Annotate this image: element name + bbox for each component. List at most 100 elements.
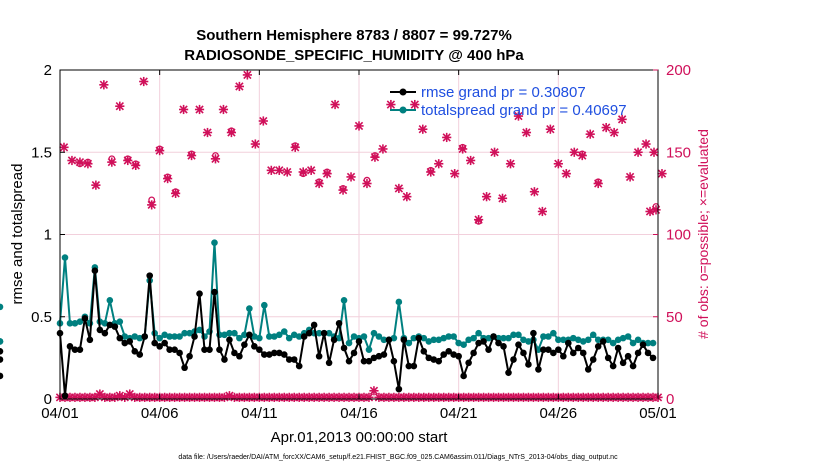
rmse-point: [649, 354, 657, 362]
rmse-point: [609, 362, 617, 370]
rmse-point: [510, 356, 517, 363]
rmse-point: [629, 362, 637, 370]
totalspread-point: [619, 334, 627, 342]
legend-rmse-label: rmse grand pr = 0.30807: [421, 84, 586, 101]
rmse-point: [340, 344, 348, 352]
totalspread-point: [266, 333, 273, 340]
totalspread-point: [649, 339, 657, 347]
obs-evaluated-marker: [545, 124, 555, 134]
rmse-point: [285, 356, 293, 363]
rmse-point: [66, 343, 74, 350]
rmse-point: [390, 357, 398, 365]
obs-evaluated-marker: [123, 155, 133, 166]
obs-evaluated-marker: [139, 76, 149, 87]
chart-title-line1: Southern Hemisphere 8783 / 8807 = 99.727…: [196, 27, 512, 44]
y-left-tick-label: 1: [44, 227, 52, 244]
rmse-point: [0, 372, 4, 380]
totalspread-point: [261, 301, 268, 309]
totalspread-point: [186, 329, 193, 337]
rmse-point: [266, 351, 273, 358]
rmse-point: [256, 346, 263, 353]
totalspread-point: [634, 336, 642, 344]
obs-evaluated-marker: [210, 154, 221, 164]
rmse-point: [500, 343, 507, 350]
totalspread-point: [470, 334, 477, 342]
totalspread-point: [181, 329, 188, 337]
totalspread-point: [221, 331, 228, 339]
rmse-point: [515, 341, 522, 349]
rmse-point: [151, 339, 158, 347]
rmse-point: [0, 356, 4, 363]
rmse-point: [320, 329, 328, 337]
rmse-point: [355, 338, 363, 345]
rmse-point: [440, 351, 448, 358]
obs-evaluated-marker: [298, 167, 308, 177]
obs-evaluated-marker: [426, 167, 436, 177]
totalspread-point: [211, 239, 218, 247]
rmse-point: [246, 331, 253, 339]
rmse-point: [550, 349, 557, 357]
totalspread-point: [161, 331, 168, 339]
totalspread-point: [380, 336, 388, 344]
totalspread-point: [350, 333, 358, 340]
legend-spread-marker: [399, 106, 407, 114]
rmse-point: [535, 366, 542, 373]
x-tick-label: 04/21: [440, 405, 478, 422]
totalspread-point: [246, 305, 253, 312]
obs-low-marker: [369, 386, 379, 396]
totalspread-point: [410, 334, 418, 342]
rmse-point: [156, 343, 163, 350]
rmse-point: [275, 349, 283, 357]
obs-low-marker: [90, 392, 100, 402]
y-axis-right-label: # of obs: o=possible; ×=evaluated: [695, 129, 711, 339]
obs-evaluated-marker: [641, 139, 651, 149]
totalspread-point: [325, 329, 333, 337]
y-right-tick-label: 200: [666, 62, 691, 79]
totalspread-point: [545, 333, 552, 340]
rmse-point: [639, 341, 647, 349]
rmse-point: [206, 346, 213, 353]
totalspread-point: [395, 298, 403, 306]
totalspread-point: [579, 338, 587, 345]
obs-evaluated-marker: [346, 172, 356, 182]
totalspread-point: [256, 334, 263, 342]
totalspread-point: [574, 336, 582, 344]
obs-evaluated-marker: [497, 193, 508, 203]
totalspread-point: [450, 333, 457, 340]
rmse-point: [330, 336, 338, 344]
rmse-point: [370, 354, 378, 362]
obs-evaluated-marker: [633, 147, 643, 157]
rmse-point: [644, 349, 652, 357]
totalspread-point: [425, 338, 433, 345]
obs-evaluated-marker: [410, 99, 420, 110]
rmse-point: [460, 372, 467, 380]
rmse-point: [560, 352, 567, 360]
obs-evaluated-marker: [513, 111, 524, 121]
rmse-point: [395, 385, 403, 393]
obs-evaluated-marker: [75, 157, 85, 167]
obs-evaluated-marker: [147, 200, 157, 210]
rmse-point: [345, 357, 353, 365]
obs-evaluated-marker: [338, 185, 348, 195]
obs-evaluated-marker: [569, 147, 579, 157]
rmse-point: [490, 333, 497, 340]
totalspread-point: [360, 333, 368, 340]
rmse-point: [61, 392, 69, 400]
obs-evaluated-marker: [561, 169, 571, 179]
rmse-point: [540, 346, 547, 353]
rmse-point: [485, 346, 492, 353]
rmse-point: [584, 366, 592, 373]
rmse-point: [81, 315, 89, 322]
rmse-point: [520, 349, 527, 357]
x-tick-label: 04/06: [141, 405, 179, 422]
totalspread-point: [505, 334, 512, 342]
rmse-point: [315, 352, 323, 360]
rmse-point: [290, 356, 298, 363]
totalspread-point: [550, 329, 557, 337]
obs-evaluated-marker: [178, 104, 189, 115]
obs-evaluated-marker: [290, 142, 300, 152]
obs-evaluated-marker: [394, 183, 404, 194]
obs-evaluated-marker: [593, 178, 603, 189]
rmse-point: [211, 288, 218, 296]
x-tick-label: 04/01: [41, 405, 79, 422]
